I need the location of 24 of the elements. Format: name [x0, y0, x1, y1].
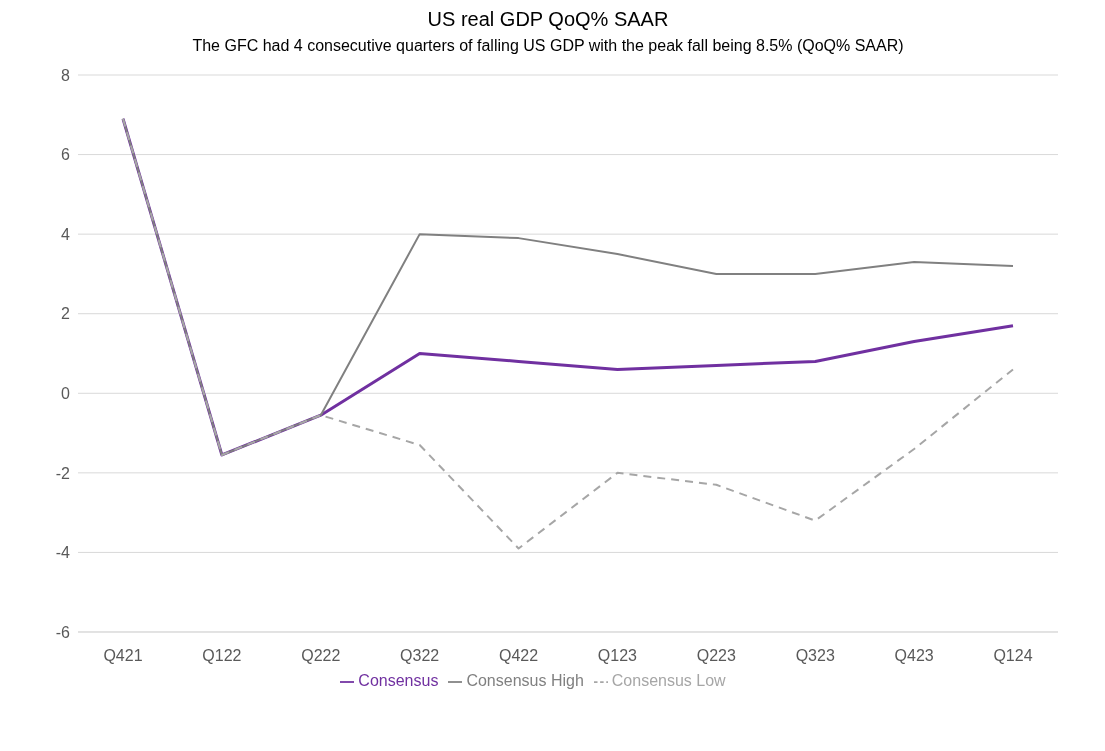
x-tick-label: Q421	[103, 647, 143, 665]
x-tick-label: Q323	[795, 647, 835, 665]
line-series	[122, 117, 1014, 550]
x-tick-label: Q422	[498, 647, 539, 665]
x-tick-label: Q322	[400, 647, 440, 665]
y-tick-label: 8	[61, 66, 71, 84]
y-tick-label: -4	[55, 544, 71, 562]
x-tick-label: Q223	[696, 647, 737, 665]
x-tick-label: Q122	[202, 647, 242, 665]
y-tick-label: 6	[61, 146, 71, 164]
legend-label: Consensus High	[466, 672, 584, 689]
legend-label: Consensus	[358, 672, 439, 689]
x-tick-label: Q124	[993, 647, 1033, 665]
x-tick-label: Q222	[301, 647, 341, 665]
y-tick-label: -2	[55, 464, 71, 482]
y-tick-label: -6	[55, 623, 71, 641]
y-tick-label: 4	[61, 225, 71, 243]
legend-label: Consensus Low	[611, 672, 726, 689]
y-tick-label: 2	[61, 305, 71, 323]
x-tick-label: Q123	[597, 647, 638, 665]
chart-subtitle: The GFC had 4 consecutive quarters of falling US GDP with the peak fall being 8.5% (QoQ% SAAR)	[191, 37, 905, 55]
chart-title: US real GDP QoQ% SAAR	[426, 8, 670, 31]
x-tick-label: Q423	[894, 647, 934, 665]
y-tick-label: 0	[61, 384, 71, 402]
